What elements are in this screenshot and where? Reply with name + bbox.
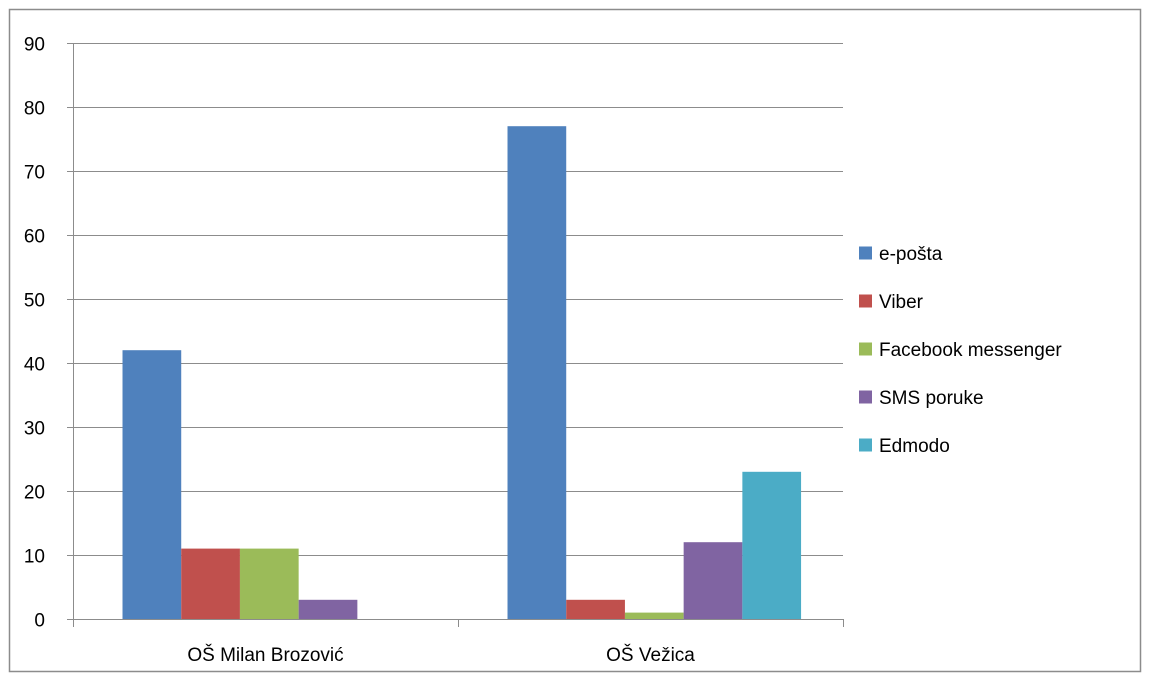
y-tick-label: 40 [24, 355, 45, 376]
axes: 0 10 20 30 40 50 60 70 80 90 OŠ Milan Brozović OŠ V… [24, 35, 844, 666]
legend-label: e-pošta [879, 244, 943, 265]
bar-facebook-messenger-2 [624, 612, 684, 619]
y-tick-label: 10 [24, 547, 45, 568]
bar-e-po-ta-1 [122, 350, 182, 619]
legend-swatch [859, 438, 872, 452]
y-tick-label: 0 [34, 611, 45, 632]
legend-swatch [859, 342, 872, 356]
legend-label: Viber [879, 292, 924, 313]
y-tick-label: 70 [24, 163, 45, 184]
x-category-label: OŠ Vežica [606, 644, 695, 666]
bar-sms-poruke-1 [298, 599, 358, 619]
legend-label: Facebook messenger [879, 340, 1062, 361]
legend-swatch [859, 246, 872, 260]
y-tick-label: 80 [24, 99, 45, 120]
legend: e-pošta Viber Facebook messenger SMS poruke… [859, 244, 1062, 457]
legend-swatch [859, 294, 872, 308]
legend-label: SMS poruke [879, 388, 984, 409]
bars [122, 126, 802, 619]
bar-e-po-ta-2 [507, 126, 567, 619]
y-tick-label: 30 [24, 419, 45, 440]
bar-edmodo-2 [742, 471, 802, 619]
bar-facebook-messenger-1 [239, 548, 299, 619]
y-tick-label: 20 [24, 483, 45, 504]
bar-viber-1 [181, 548, 240, 619]
y-tick-label: 90 [24, 35, 45, 56]
bar-sms-poruke-2 [683, 542, 743, 619]
x-category-label: OŠ Milan Brozović [187, 644, 343, 666]
legend-label: Edmodo [879, 436, 950, 457]
y-tick-label: 50 [24, 291, 45, 312]
bar-viber-2 [566, 599, 625, 619]
legend-swatch [859, 390, 872, 404]
y-tick-label: 60 [24, 227, 45, 248]
